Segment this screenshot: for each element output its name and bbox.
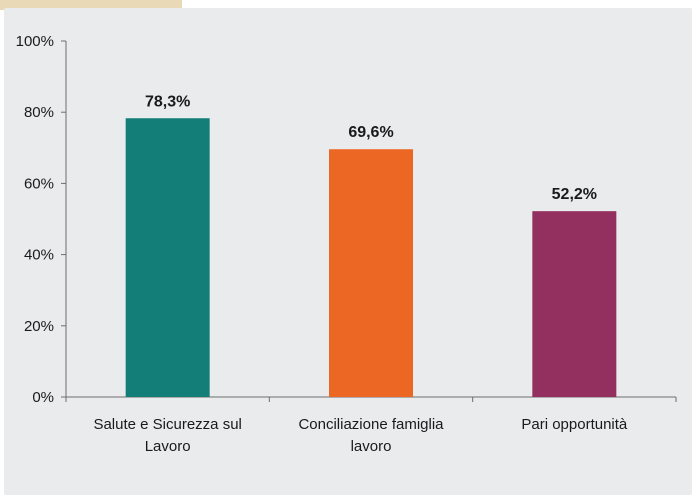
x-category-label: Lavoro	[145, 438, 191, 455]
y-tick-label: 0%	[32, 389, 54, 406]
data-label: 78,3%	[145, 93, 190, 110]
bar	[329, 149, 413, 397]
y-tick-label: 20%	[24, 318, 54, 335]
y-tick-label: 100%	[16, 33, 54, 50]
x-category-label: Pari opportunità	[521, 416, 628, 433]
y-tick-label: 60%	[24, 175, 54, 192]
data-label: 52,2%	[552, 186, 597, 203]
bar	[125, 118, 210, 397]
x-category-label: Conciliazione famiglia	[298, 416, 444, 433]
corner-tab	[0, 0, 182, 10]
y-tick-label: 40%	[24, 247, 54, 264]
x-category-label: lavoro	[351, 438, 392, 455]
y-tick-label: 80%	[24, 104, 54, 121]
x-category-label: Salute e Sicurezza sul	[93, 416, 241, 433]
data-label: 69,6%	[348, 124, 393, 141]
bar	[532, 211, 617, 397]
